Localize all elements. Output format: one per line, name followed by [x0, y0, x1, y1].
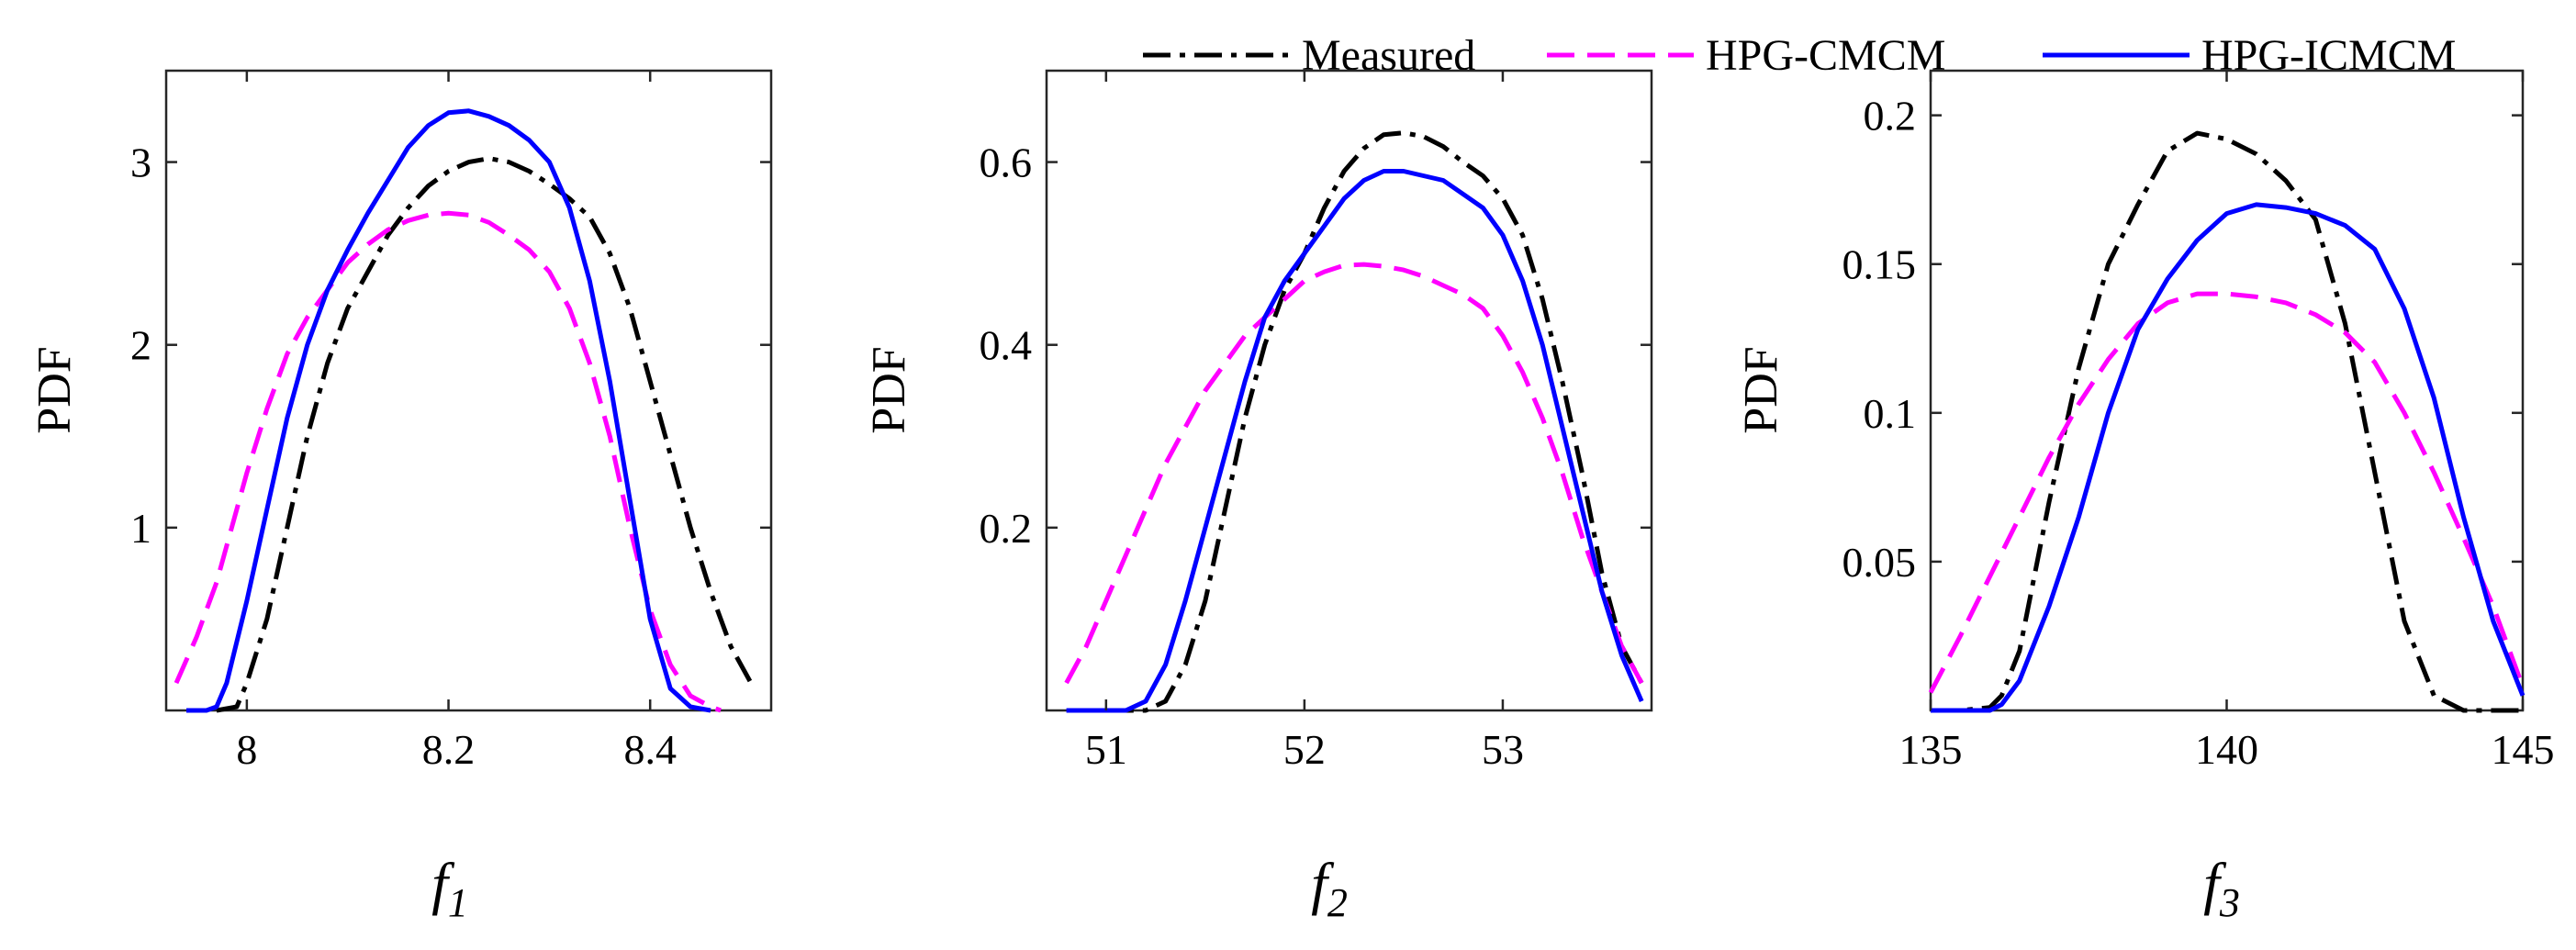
- y-tick-label: 2: [130, 322, 151, 369]
- y-tick-label: 3: [130, 140, 151, 186]
- series-line-hpg-cmcm: [1928, 291, 2526, 694]
- x-axis-label-f3: f3: [2203, 851, 2240, 925]
- x-tick-label: 8: [236, 726, 257, 773]
- ticks-group-f3: 135 140 145 0.05 0.1 0.15 0.2: [1842, 71, 2555, 773]
- y-tick-label: 0.6: [980, 140, 1033, 186]
- series-group-f3: [1928, 130, 2526, 713]
- chart-panel-f3: 135 140 145 0.05 0.1 0.15 0.2 PDF f3: [1735, 69, 2555, 925]
- series-line-measured: [1931, 130, 2523, 713]
- y-tick-label: 0.05: [1842, 539, 1917, 586]
- x-tick-label: 8.4: [623, 726, 677, 773]
- x-tick-label: 135: [1899, 726, 1963, 773]
- legend-label-measured: Measured: [1302, 31, 1475, 80]
- y-axis-label-f3: PDF: [1735, 346, 1787, 433]
- series-line-hpg-cmcm: [1064, 262, 1644, 685]
- y-tick-label: 0.1: [1864, 390, 1917, 437]
- y-tick-label: 1: [130, 505, 151, 552]
- y-tick-label: 0.2: [1864, 93, 1917, 140]
- x-tick-label: 145: [2492, 726, 2555, 773]
- y-axis-label-f2: PDF: [863, 346, 915, 433]
- series-line-hpg-icmcm: [186, 108, 711, 713]
- plot-area-f2: [1045, 69, 1653, 712]
- y-tick-label: 0.2: [980, 505, 1033, 552]
- x-tick-label: 8.2: [422, 726, 476, 773]
- chart-panel-f2: 51 52 53 0.2 0.4 0.6 PDF f2: [863, 69, 1653, 925]
- x-axis-label-f1: f1: [431, 851, 468, 925]
- legend: Measured HPG-CMCM HPG-ICMCM: [1143, 31, 2456, 80]
- legend-label-hpg-icmcm: HPG-ICMCM: [2201, 31, 2456, 80]
- y-axis-label-f1: PDF: [28, 346, 81, 433]
- y-tick-label: 0.15: [1842, 241, 1917, 288]
- series-line-measured: [216, 156, 754, 713]
- plot-area-f3: [1929, 69, 2525, 712]
- x-tick-label: 53: [1482, 726, 1524, 773]
- series-line-hpg-icmcm: [1066, 169, 1644, 713]
- x-axis-label-f2: f2: [1311, 851, 1348, 925]
- series-group-f1: [174, 108, 754, 713]
- chart-panel-f1: 8 8.2 8.4 1 2 3 PDF f1: [28, 69, 773, 925]
- series-group-f2: [1064, 130, 1644, 713]
- ticks-group-f2: 51 52 53 0.2 0.4 0.6: [980, 71, 1652, 773]
- ticks-group-f1: 8 8.2 8.4 1 2 3: [130, 71, 771, 773]
- plot-area-f1: [164, 69, 773, 712]
- x-tick-label: 51: [1085, 726, 1127, 773]
- series-line-hpg-icmcm: [1931, 202, 2526, 713]
- series-line-hpg-cmcm: [174, 210, 722, 713]
- y-tick-label: 0.4: [980, 322, 1033, 369]
- series-line-measured: [1105, 130, 1644, 713]
- legend-label-hpg-cmcm: HPG-CMCM: [1706, 31, 1945, 80]
- x-tick-label: 52: [1283, 726, 1326, 773]
- x-tick-label: 140: [2195, 726, 2258, 773]
